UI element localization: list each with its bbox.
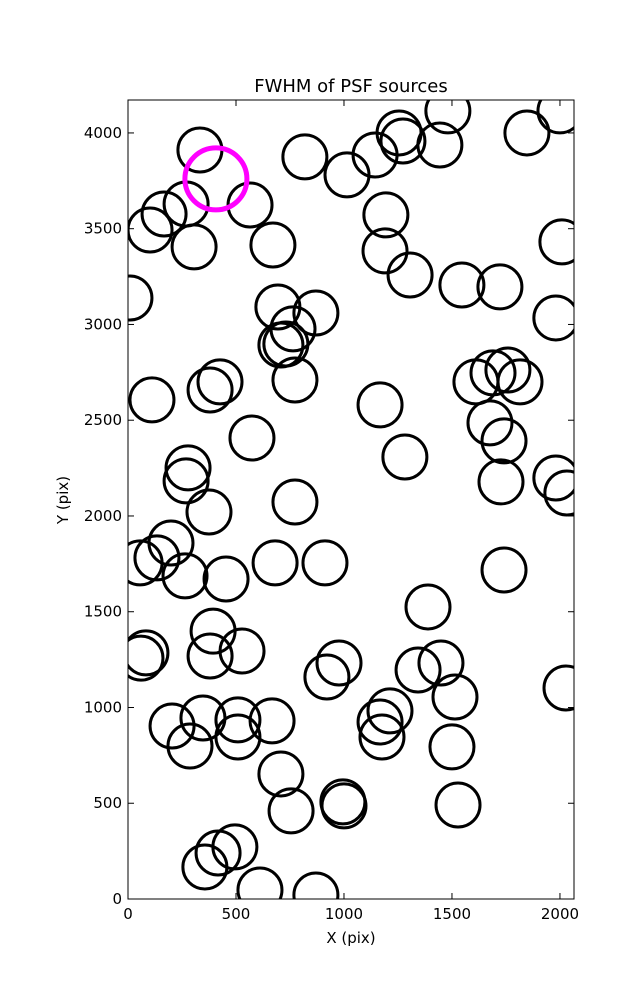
source-circle	[480, 417, 528, 465]
source-circle	[303, 653, 351, 701]
source-circle	[301, 539, 349, 587]
source-circle	[148, 702, 196, 750]
source-circle	[466, 399, 514, 447]
source-circle	[267, 787, 315, 835]
source-circle	[170, 223, 218, 271]
source-circle	[128, 376, 176, 424]
y-tick-label: 500	[93, 794, 122, 812]
source-circle	[133, 534, 181, 582]
x-tick-label: 0	[123, 905, 133, 923]
source-circle	[281, 133, 329, 181]
chart-title: FWHM of PSF sources	[254, 76, 448, 97]
x-tick-label: 1000	[325, 905, 363, 923]
source-circle	[538, 218, 574, 266]
plot-frame	[127, 99, 575, 900]
source-circle	[496, 358, 544, 406]
source-circle	[379, 117, 427, 165]
source-circle	[194, 829, 242, 877]
source-circle	[480, 546, 528, 594]
source-circle	[185, 488, 233, 536]
y-tick-label: 2500	[84, 411, 122, 429]
source-circle	[257, 750, 305, 798]
y-axis-label: Y (pix)	[54, 476, 72, 525]
source-circle	[484, 346, 532, 394]
source-circle	[351, 131, 399, 179]
source-circle	[257, 321, 305, 369]
source-circle	[503, 109, 551, 157]
y-tick-label: 2000	[84, 507, 122, 525]
source-circle	[236, 866, 284, 899]
source-circle	[182, 145, 250, 213]
source-circle	[356, 698, 404, 746]
source-circle	[186, 632, 234, 680]
source-circle	[315, 639, 363, 687]
source-circle	[228, 414, 276, 462]
source-circle	[248, 697, 296, 745]
source-circle	[292, 289, 340, 337]
source-circle	[164, 444, 212, 492]
source-circle	[404, 583, 452, 631]
y-tick-label: 3500	[84, 220, 122, 238]
source-circle	[381, 433, 429, 481]
source-circle	[128, 539, 164, 587]
source-circle	[543, 469, 574, 517]
source-circle	[477, 458, 525, 506]
source-circle	[434, 781, 482, 829]
source-circle	[214, 713, 262, 761]
source-circle	[251, 539, 299, 587]
source-circle	[166, 722, 214, 770]
source-circle	[438, 261, 486, 309]
source-circle	[428, 723, 476, 771]
y-tick-label: 4000	[84, 124, 122, 142]
source-circle	[196, 358, 244, 406]
source-circle	[271, 478, 319, 526]
x-tick-label: 1500	[433, 905, 471, 923]
source-circle	[140, 190, 188, 238]
source-circle	[181, 843, 229, 891]
source-circle	[469, 349, 517, 397]
y-tick-label: 3000	[84, 315, 122, 333]
y-tick-label: 1000	[84, 698, 122, 716]
source-circle	[361, 227, 409, 275]
source-circle	[271, 356, 319, 404]
x-tick-label: 2000	[541, 905, 579, 923]
source-circle	[532, 454, 574, 502]
source-circle	[249, 221, 297, 269]
x-axis-label: X (pix)	[326, 929, 375, 947]
source-circle	[542, 664, 574, 712]
y-tick-label: 0	[112, 890, 122, 908]
source-circle	[386, 251, 434, 299]
source-circle	[186, 366, 234, 414]
source-circle	[202, 555, 250, 603]
source-circle	[128, 634, 165, 682]
source-circle	[431, 673, 479, 721]
source-circle	[161, 552, 209, 600]
source-circle	[536, 100, 574, 135]
source-circle	[214, 696, 262, 744]
source-circle	[362, 191, 410, 239]
source-circle	[476, 263, 524, 311]
source-circle	[128, 629, 170, 677]
source-circle	[358, 713, 406, 761]
source-circle	[416, 121, 464, 169]
source-circle	[417, 639, 465, 687]
source-circle	[128, 274, 154, 322]
x-tick-label: 500	[222, 905, 251, 923]
source-circle	[356, 381, 404, 429]
source-circle	[424, 100, 472, 135]
source-circle	[292, 871, 340, 899]
y-tick-label: 1500	[84, 603, 122, 621]
source-circle	[366, 687, 414, 735]
source-circle	[162, 457, 210, 505]
source-circle	[394, 646, 442, 694]
source-circle	[532, 294, 574, 342]
source-circle	[218, 627, 266, 675]
plot-area	[128, 100, 574, 899]
source-circle	[320, 782, 368, 830]
